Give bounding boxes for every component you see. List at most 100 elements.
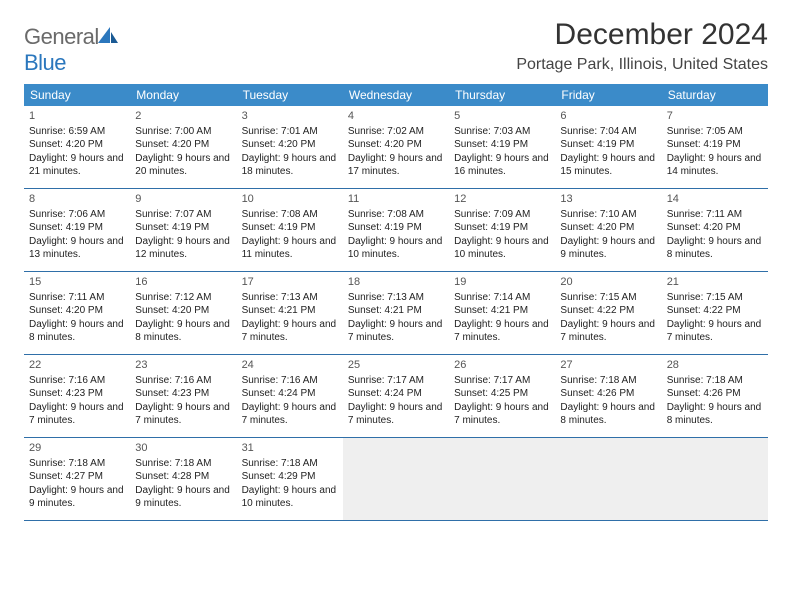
page-root: General Blue December 2024 Portage Park,… [0,0,792,531]
day-number: 29 [29,441,125,456]
sunset-text: Sunset: 4:19 PM [560,138,656,152]
week-row: 8Sunrise: 7:06 AMSunset: 4:19 PMDaylight… [24,189,768,272]
sunset-text: Sunset: 4:26 PM [560,387,656,401]
daylight-text: Daylight: 9 hours and 15 minutes. [560,152,656,179]
week-row: 15Sunrise: 7:11 AMSunset: 4:20 PMDayligh… [24,272,768,355]
day-number: 14 [667,192,763,207]
day-cell: 13Sunrise: 7:10 AMSunset: 4:20 PMDayligh… [555,189,661,271]
sunrise-text: Sunrise: 7:13 AM [348,291,444,305]
sunrise-text: Sunrise: 7:17 AM [454,374,550,388]
sunset-text: Sunset: 4:22 PM [560,304,656,318]
daylight-text: Daylight: 9 hours and 18 minutes. [242,152,338,179]
sunrise-text: Sunrise: 6:59 AM [29,125,125,139]
day-cell: 21Sunrise: 7:15 AMSunset: 4:22 PMDayligh… [662,272,768,354]
sunrise-text: Sunrise: 7:12 AM [135,291,231,305]
day-header-friday: Friday [555,84,661,106]
logo-word-blue: Blue [24,50,66,75]
daylight-text: Daylight: 9 hours and 12 minutes. [135,235,231,262]
day-cell: 24Sunrise: 7:16 AMSunset: 4:24 PMDayligh… [237,355,343,437]
day-cell: 12Sunrise: 7:09 AMSunset: 4:19 PMDayligh… [449,189,555,271]
day-header-wednesday: Wednesday [343,84,449,106]
calendar: SundayMondayTuesdayWednesdayThursdayFrid… [24,84,768,521]
sunset-text: Sunset: 4:24 PM [348,387,444,401]
day-number: 20 [560,275,656,290]
day-cell: 29Sunrise: 7:18 AMSunset: 4:27 PMDayligh… [24,438,130,520]
daylight-text: Daylight: 9 hours and 8 minutes. [667,235,763,262]
day-cell: 2Sunrise: 7:00 AMSunset: 4:20 PMDaylight… [130,106,236,188]
day-cell-empty [662,438,768,520]
sunrise-text: Sunrise: 7:04 AM [560,125,656,139]
sunset-text: Sunset: 4:20 PM [242,138,338,152]
sunset-text: Sunset: 4:19 PM [667,138,763,152]
day-number: 10 [242,192,338,207]
daylight-text: Daylight: 9 hours and 7 minutes. [135,401,231,428]
sunset-text: Sunset: 4:24 PM [242,387,338,401]
sunrise-text: Sunrise: 7:18 AM [135,457,231,471]
daylight-text: Daylight: 9 hours and 17 minutes. [348,152,444,179]
sunrise-text: Sunrise: 7:15 AM [667,291,763,305]
sunrise-text: Sunrise: 7:18 AM [242,457,338,471]
daylight-text: Daylight: 9 hours and 9 minutes. [560,235,656,262]
day-cell: 7Sunrise: 7:05 AMSunset: 4:19 PMDaylight… [662,106,768,188]
sunset-text: Sunset: 4:23 PM [29,387,125,401]
logo-text-block: General Blue [24,24,119,76]
daylight-text: Daylight: 9 hours and 7 minutes. [348,401,444,428]
day-header-monday: Monday [130,84,236,106]
sunrise-text: Sunrise: 7:16 AM [242,374,338,388]
day-number: 9 [135,192,231,207]
day-number: 19 [454,275,550,290]
daylight-text: Daylight: 9 hours and 10 minutes. [242,484,338,511]
sunrise-text: Sunrise: 7:05 AM [667,125,763,139]
daylight-text: Daylight: 9 hours and 10 minutes. [454,235,550,262]
week-row: 1Sunrise: 6:59 AMSunset: 4:20 PMDaylight… [24,106,768,189]
day-number: 2 [135,109,231,124]
sunrise-text: Sunrise: 7:13 AM [242,291,338,305]
daylight-text: Daylight: 9 hours and 8 minutes. [560,401,656,428]
day-cell: 19Sunrise: 7:14 AMSunset: 4:21 PMDayligh… [449,272,555,354]
day-cell: 10Sunrise: 7:08 AMSunset: 4:19 PMDayligh… [237,189,343,271]
day-cell-empty [449,438,555,520]
day-number: 17 [242,275,338,290]
sunrise-text: Sunrise: 7:11 AM [667,208,763,222]
day-cell: 4Sunrise: 7:02 AMSunset: 4:20 PMDaylight… [343,106,449,188]
day-cell-empty [343,438,449,520]
day-cell: 26Sunrise: 7:17 AMSunset: 4:25 PMDayligh… [449,355,555,437]
day-number: 27 [560,358,656,373]
sunset-text: Sunset: 4:20 PM [135,304,231,318]
title-block: December 2024 Portage Park, Illinois, Un… [516,18,768,74]
sunrise-text: Sunrise: 7:18 AM [29,457,125,471]
sunset-text: Sunset: 4:20 PM [29,304,125,318]
daylight-text: Daylight: 9 hours and 14 minutes. [667,152,763,179]
day-cell: 15Sunrise: 7:11 AMSunset: 4:20 PMDayligh… [24,272,130,354]
sunrise-text: Sunrise: 7:08 AM [242,208,338,222]
sunrise-text: Sunrise: 7:02 AM [348,125,444,139]
day-number: 28 [667,358,763,373]
sunset-text: Sunset: 4:27 PM [29,470,125,484]
day-number: 1 [29,109,125,124]
daylight-text: Daylight: 9 hours and 7 minutes. [242,401,338,428]
sunset-text: Sunset: 4:23 PM [135,387,231,401]
day-header-sunday: Sunday [24,84,130,106]
day-cell: 6Sunrise: 7:04 AMSunset: 4:19 PMDaylight… [555,106,661,188]
daylight-text: Daylight: 9 hours and 9 minutes. [135,484,231,511]
daylight-text: Daylight: 9 hours and 21 minutes. [29,152,125,179]
sunset-text: Sunset: 4:19 PM [454,221,550,235]
sunrise-text: Sunrise: 7:16 AM [29,374,125,388]
week-row: 29Sunrise: 7:18 AMSunset: 4:27 PMDayligh… [24,438,768,521]
sunset-text: Sunset: 4:20 PM [560,221,656,235]
day-header-tuesday: Tuesday [237,84,343,106]
sunrise-text: Sunrise: 7:18 AM [667,374,763,388]
sunrise-text: Sunrise: 7:09 AM [454,208,550,222]
sunset-text: Sunset: 4:25 PM [454,387,550,401]
day-header-saturday: Saturday [662,84,768,106]
day-number: 22 [29,358,125,373]
day-cell: 16Sunrise: 7:12 AMSunset: 4:20 PMDayligh… [130,272,236,354]
sunset-text: Sunset: 4:20 PM [667,221,763,235]
day-cell: 28Sunrise: 7:18 AMSunset: 4:26 PMDayligh… [662,355,768,437]
daylight-text: Daylight: 9 hours and 16 minutes. [454,152,550,179]
day-number: 25 [348,358,444,373]
daylight-text: Daylight: 9 hours and 7 minutes. [454,401,550,428]
day-number: 8 [29,192,125,207]
day-cell: 18Sunrise: 7:13 AMSunset: 4:21 PMDayligh… [343,272,449,354]
daylight-text: Daylight: 9 hours and 7 minutes. [454,318,550,345]
